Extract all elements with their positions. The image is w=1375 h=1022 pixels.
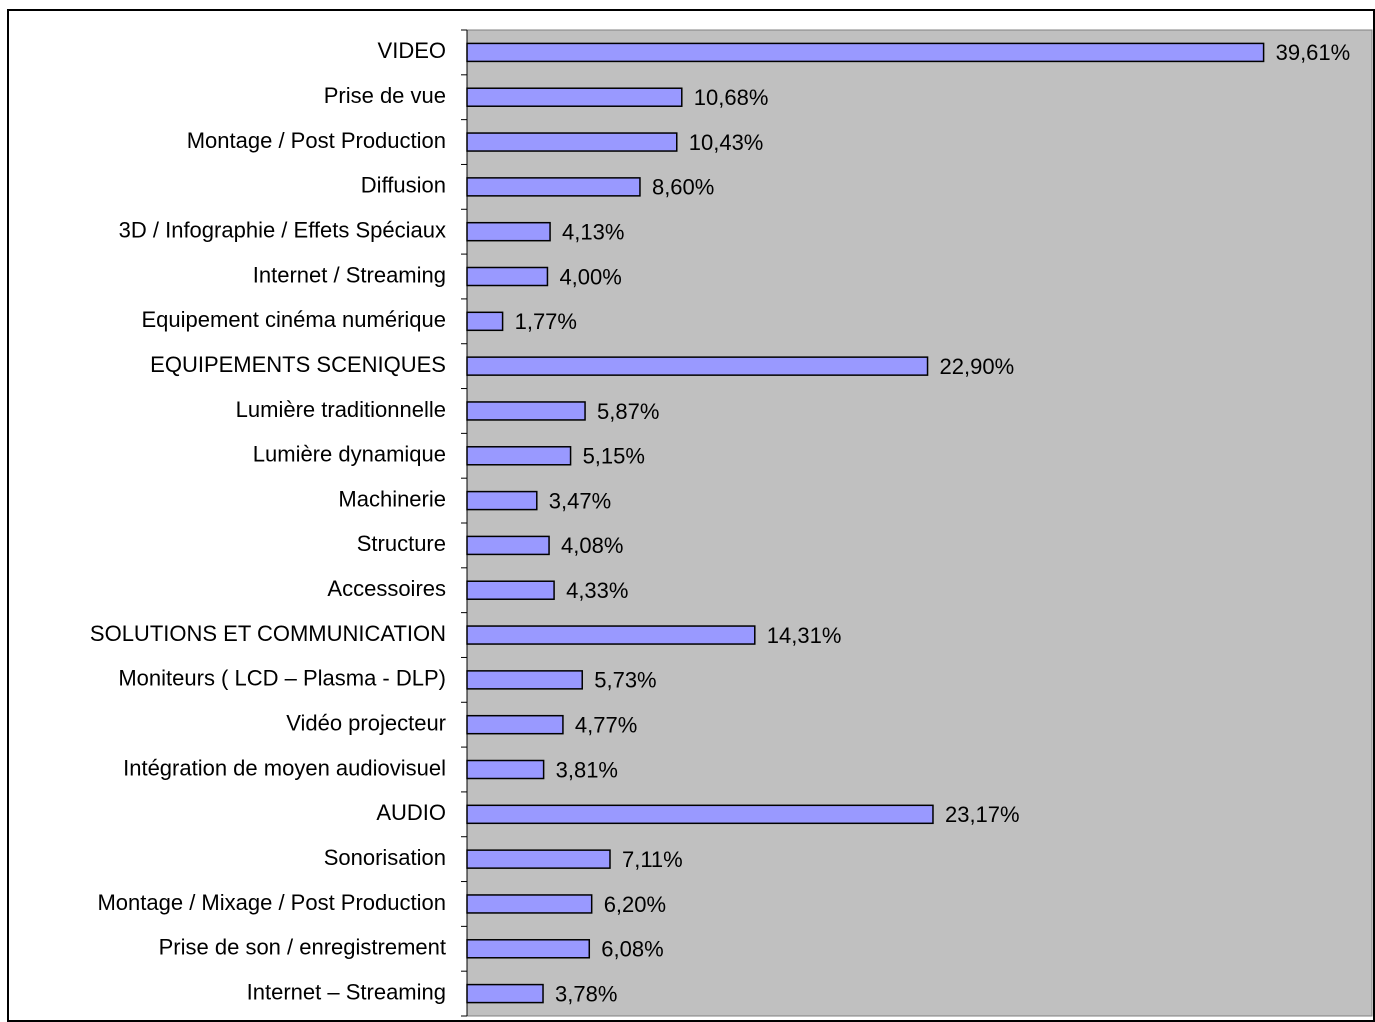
value-label: 7,11%: [622, 847, 683, 872]
category-label: SOLUTIONS ET COMMUNICATION: [90, 621, 446, 646]
category-label: Lumière dynamique: [253, 442, 446, 467]
bar: [466, 670, 583, 690]
bar: [466, 311, 504, 332]
value-label: 3,81%: [556, 757, 618, 782]
bar: [466, 535, 550, 556]
bar: [466, 580, 555, 600]
bar: [466, 939, 591, 959]
bar: [466, 177, 641, 197]
bar: [466, 401, 586, 421]
category-label: Prise de vue: [324, 83, 446, 108]
category-label: Diffusion: [361, 173, 446, 198]
category-label: Montage / Post Production: [187, 128, 446, 153]
category-label: Internet – Streaming: [247, 979, 446, 1004]
value-label: 39,61%: [1276, 40, 1351, 65]
bar: [466, 759, 545, 780]
category-label: Vidéo projecteur: [286, 710, 446, 735]
category-label: Accessoires: [327, 576, 446, 601]
bar: [466, 356, 929, 376]
value-label: 5,73%: [594, 668, 656, 693]
category-label: Sonorisation: [324, 845, 446, 870]
value-label: 10,43%: [689, 130, 764, 155]
bar: [466, 42, 1265, 63]
category-label: Structure: [357, 531, 446, 556]
value-label: 4,13%: [562, 219, 624, 244]
value-label: 14,31%: [767, 623, 842, 648]
bar: [466, 446, 572, 466]
category-label: VIDEO: [378, 38, 446, 63]
category-label: Moniteurs ( LCD – Plasma - DLP): [118, 666, 446, 691]
bar: [466, 849, 611, 869]
value-label: 6,20%: [604, 892, 666, 917]
value-label: 8,60%: [652, 175, 714, 200]
category-label: Equipement cinéma numérique: [141, 307, 446, 332]
category-label: Internet / Streaming: [253, 262, 446, 287]
value-label: 3,47%: [549, 488, 611, 513]
value-label: 1,77%: [515, 309, 577, 334]
category-label: 3D / Infographie / Effets Spéciaux: [119, 217, 446, 242]
value-label: 5,87%: [597, 399, 659, 424]
value-label: 4,08%: [561, 533, 623, 558]
category-label: EQUIPEMENTS SCENIQUES: [150, 352, 446, 377]
value-label: 10,68%: [694, 85, 769, 110]
bar: [466, 983, 544, 1004]
bar: [466, 87, 683, 107]
category-label: Prise de son / enregistrement: [159, 935, 446, 960]
value-label: 4,00%: [559, 264, 621, 289]
value-label: 5,15%: [583, 444, 645, 469]
value-label: 6,08%: [601, 937, 663, 962]
category-label: Intégration de moyen audiovisuel: [123, 755, 446, 780]
value-label: 4,33%: [566, 578, 628, 603]
category-label: AUDIO: [376, 800, 446, 825]
bar: [466, 221, 551, 242]
value-label: 23,17%: [945, 802, 1020, 827]
bar: [466, 714, 564, 735]
bar: [466, 625, 756, 645]
bar: [466, 490, 538, 511]
category-label: Montage / Mixage / Post Production: [97, 890, 446, 915]
category-label: Lumière traditionnelle: [236, 397, 446, 422]
bar: [466, 804, 934, 825]
value-label: 22,90%: [940, 354, 1015, 379]
bar: [466, 266, 549, 287]
value-label: 4,77%: [575, 712, 637, 737]
value-label: 3,78%: [555, 981, 617, 1006]
category-label: Machinerie: [338, 486, 446, 511]
bar: [466, 894, 593, 914]
bar: [466, 132, 678, 152]
